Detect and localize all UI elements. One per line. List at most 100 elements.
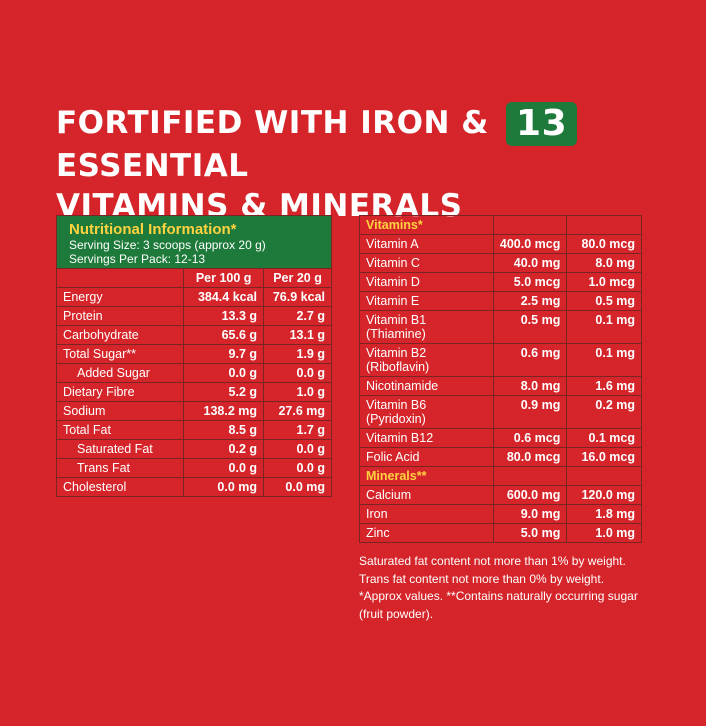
row-label-line: Vitamin B2	[366, 346, 427, 360]
row-value-1: 0.6 mg	[492, 343, 568, 377]
row-label: Sodium	[55, 401, 185, 421]
headline-text-after: ESSENTIAL	[56, 148, 249, 184]
table-row: Vitamin C 40.0 mg 8.0 mg	[359, 253, 642, 273]
row-label: Cholesterol	[55, 477, 185, 497]
row-label: Total Sugar**	[55, 344, 185, 364]
table-row: Vitamin B6 (Pyridoxin) 0.9 mg 0.2 mg	[359, 395, 642, 429]
header-per-100g: Per 100 g	[183, 268, 265, 288]
row-label: Vitamin B6 (Pyridoxin)	[359, 395, 494, 429]
row-value-1: 0.0 g	[183, 458, 265, 478]
row-label: Total Fat	[55, 420, 185, 440]
nutrition-header: Nutritional Information* Serving Size: 3…	[56, 215, 332, 268]
row-value-1: 9.7 g	[183, 344, 265, 364]
table-row: Energy 384.4 kcal 76.9 kcal	[55, 287, 332, 307]
row-value-2: 0.1 mcg	[566, 428, 642, 448]
row-value-1: 80.0 mcg	[492, 447, 568, 467]
row-value-2: 27.6 mg	[263, 401, 332, 421]
row-value-2: 0.2 mg	[566, 395, 642, 429]
row-label-line: (Pyridoxin)	[366, 412, 426, 426]
table-row: Vitamin A 400.0 mcg 80.0 mcg	[359, 234, 642, 254]
table-row: Vitamin B12 0.6 mcg 0.1 mcg	[359, 428, 642, 448]
row-value-2: 2.7 g	[263, 306, 332, 326]
row-label: Vitamin A	[359, 234, 494, 254]
row-value-2: 1.0 mg	[566, 523, 642, 543]
table-row: Nicotinamide 8.0 mg 1.6 mg	[359, 376, 642, 396]
table-row: Carbohydrate 65.6 g 13.1 g	[55, 325, 332, 345]
section-blank-cell	[566, 215, 642, 235]
row-value-1: 0.6 mcg	[492, 428, 568, 448]
row-value-2: 0.0 g	[263, 363, 332, 383]
vitamin-rows: Vitamin A 400.0 mcg 80.0 mcg Vitamin C 40.0 …	[359, 234, 642, 467]
row-value-2: 0.1 mg	[566, 310, 642, 344]
table-row: Folic Acid 80.0 mcg 16.0 mcg	[359, 447, 642, 467]
vitamins-minerals-table: Vitamins* Vitamin A 400.0 mcg 80.0 mcg Vita…	[359, 215, 642, 543]
table-row: Zinc 5.0 mg 1.0 mg	[359, 523, 642, 543]
row-label: Protein	[55, 306, 185, 326]
row-value-2: 0.1 mg	[566, 343, 642, 377]
table-row: Vitamin E 2.5 mg 0.5 mg	[359, 291, 642, 311]
footnote-line: (fruit powder).	[359, 606, 434, 621]
table-row: Added Sugar 0.0 g 0.0 g	[55, 363, 332, 383]
row-label: Folic Acid	[359, 447, 494, 467]
table-row: Vitamin B2 (Riboflavin) 0.6 mg 0.1 mg	[359, 343, 642, 377]
headline-line-1: FORTIFIED WITH IRON & 13 ESSENTIAL	[56, 102, 676, 186]
table-row: Vitamin D 5.0 mcg 1.0 mcg	[359, 272, 642, 292]
row-value-2: 0.0 g	[263, 458, 332, 478]
footnote-line: Saturated fat content not more than 1% b…	[359, 554, 626, 568]
row-value-1: 2.5 mg	[492, 291, 568, 311]
nutrition-table-header: Per 100 g Per 20 g	[55, 268, 332, 288]
footnote-line: Trans fat content not more than 0% by we…	[359, 571, 605, 586]
table-row: Sodium 138.2 mg 27.6 mg	[55, 401, 332, 421]
table-row: Dietary Fibre 5.2 g 1.0 g	[55, 382, 332, 402]
header-blank-cell	[55, 268, 185, 288]
row-value-2: 1.9 g	[263, 344, 332, 364]
table-row: Protein 13.3 g 2.7 g	[55, 306, 332, 326]
row-value-2: 1.0 g	[263, 382, 332, 402]
row-label: Vitamin B12	[359, 428, 494, 448]
row-label: Trans Fat	[55, 458, 185, 478]
row-value-2: 0.0 g	[263, 439, 332, 459]
row-value-1: 600.0 mg	[492, 485, 568, 505]
row-value-1: 40.0 mg	[492, 253, 568, 273]
row-value-1: 384.4 kcal	[183, 287, 265, 307]
row-value-2: 13.1 g	[263, 325, 332, 345]
headline-text-before: FORTIFIED WITH IRON &	[56, 105, 489, 141]
row-value-1: 5.0 mg	[492, 523, 568, 543]
vitamins-minerals-panel: Vitamins* Vitamin A 400.0 mcg 80.0 mcg Vita…	[359, 215, 642, 543]
minerals-title: Minerals**	[359, 466, 494, 486]
row-label-line: (Riboflavin)	[366, 360, 430, 374]
table-row: Iron 9.0 mg 1.8 mg	[359, 504, 642, 524]
header-per-20g: Per 20 g	[263, 268, 332, 288]
row-value-1: 0.0 g	[183, 363, 265, 383]
row-value-1: 5.0 mcg	[492, 272, 568, 292]
row-label: Added Sugar	[55, 363, 185, 383]
table-row: Calcium 600.0 mg 120.0 mg	[359, 485, 642, 505]
row-label: Carbohydrate	[55, 325, 185, 345]
headline: FORTIFIED WITH IRON & 13 ESSENTIAL VITAM…	[56, 102, 676, 226]
row-label: Vitamin B2 (Riboflavin)	[359, 343, 494, 377]
section-blank-cell	[492, 215, 568, 235]
row-value-2: 76.9 kcal	[263, 287, 332, 307]
section-blank-cell	[492, 466, 568, 486]
row-value-2: 1.7 g	[263, 420, 332, 440]
row-value-1: 0.0 mg	[183, 477, 265, 497]
row-value-1: 138.2 mg	[183, 401, 265, 421]
row-label: Nicotinamide	[359, 376, 494, 396]
minerals-section-header: Minerals**	[359, 466, 642, 486]
row-value-2: 1.6 mg	[566, 376, 642, 396]
row-value-1: 0.5 mg	[492, 310, 568, 344]
headline-badge: 13	[506, 102, 578, 146]
row-label: Iron	[359, 504, 494, 524]
row-label: Energy	[55, 287, 185, 307]
row-value-1: 13.3 g	[183, 306, 265, 326]
nutrition-rows: Energy 384.4 kcal 76.9 kcal Protein 13.3 g 2.…	[55, 287, 332, 497]
nutrition-table: Per 100 g Per 20 g Energy 384.4 kcal 76.9 …	[55, 268, 332, 497]
servings-per-pack: Servings Per Pack: 12-13	[69, 252, 206, 266]
row-value-2: 120.0 mg	[566, 485, 642, 505]
section-blank-cell	[566, 466, 642, 486]
row-value-2: 1.8 mg	[566, 504, 642, 524]
row-value-1: 65.6 g	[183, 325, 265, 345]
footnote-line: *Approx values. **Contains naturally occ…	[359, 589, 638, 603]
row-value-1: 8.0 mg	[492, 376, 568, 396]
nutrition-panel: Nutritional Information* Serving Size: 3…	[55, 215, 332, 497]
